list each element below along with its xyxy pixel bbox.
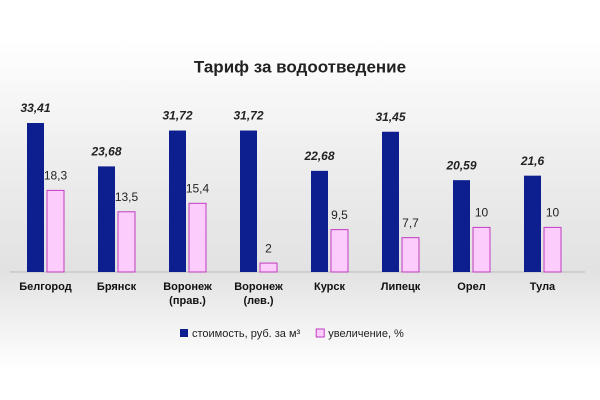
- x-label-box: Тула: [529, 281, 556, 293]
- value-label: 33,41: [20, 101, 50, 115]
- x-tick-label: Липецк: [380, 281, 421, 293]
- bar: [240, 130, 257, 272]
- x-label-box: Курск: [313, 281, 346, 293]
- value-label: 10: [475, 206, 489, 220]
- value-label: 20,59: [445, 158, 476, 172]
- bar: [330, 229, 349, 273]
- background: [0, 40, 600, 370]
- x-tick-label: Орел: [457, 281, 486, 293]
- bar: [259, 262, 278, 273]
- x-tick-label: Тула: [529, 281, 556, 293]
- bar: [98, 166, 115, 272]
- value-label: 2: [265, 241, 272, 255]
- x-tick-label: Курск: [313, 281, 346, 293]
- value-label: 18,3: [44, 169, 68, 183]
- x-tick-label: Воронеж (лев.): [234, 281, 283, 307]
- legend-label: стоимость, руб. за м³: [192, 328, 301, 340]
- x-label-box: Воронеж (лев.): [234, 281, 283, 307]
- bar: [188, 202, 207, 273]
- legend-swatch: [180, 329, 188, 337]
- x-tick-label: Брянск: [96, 281, 137, 293]
- value-label: 10: [546, 206, 560, 220]
- x-label-box: Орел: [457, 281, 486, 293]
- bar: [524, 175, 541, 272]
- bar: [169, 130, 186, 272]
- value-label: 23,68: [90, 145, 121, 159]
- bar: [453, 180, 470, 272]
- bar: [27, 123, 44, 272]
- bar: [46, 189, 65, 273]
- value-label: 22,68: [303, 149, 334, 163]
- chart-title: Тариф за водоотведение: [194, 57, 406, 76]
- value-label: 21,6: [520, 154, 545, 168]
- legend-label: увеличение, %: [328, 328, 404, 340]
- bar: [311, 170, 328, 272]
- value-label: 13,5: [115, 190, 139, 204]
- bar: [117, 211, 136, 273]
- value-label: 7,7: [402, 216, 419, 230]
- x-tick-label: Воронеж (прав.): [163, 281, 212, 307]
- bar: [382, 131, 399, 272]
- bar: [543, 226, 562, 273]
- value-label: 9,5: [331, 208, 348, 222]
- value-label: 15,4: [186, 181, 210, 195]
- value-label: 31,72: [233, 109, 263, 123]
- value-label: 31,72: [162, 109, 192, 123]
- x-label-box: Белгород: [19, 281, 72, 293]
- bar: [472, 226, 491, 273]
- x-label-box: Воронеж (прав.): [163, 281, 212, 307]
- bar: [401, 237, 420, 273]
- value-label: 31,45: [375, 110, 405, 124]
- legend-swatch: [315, 328, 325, 338]
- x-label-box: Липецк: [380, 281, 421, 293]
- x-tick-label: Белгород: [19, 281, 72, 293]
- x-label-box: Брянск: [96, 281, 137, 293]
